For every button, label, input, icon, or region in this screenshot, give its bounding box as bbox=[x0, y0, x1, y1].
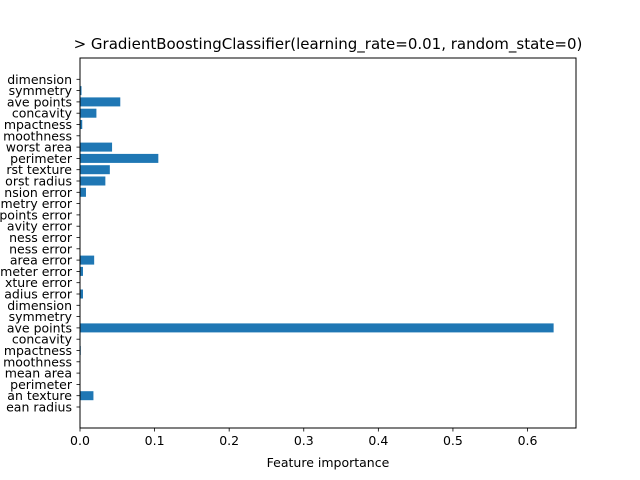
y-tick-label: area error bbox=[10, 253, 73, 268]
bar-worst-radius bbox=[80, 176, 106, 186]
y-tick-label: ave points bbox=[7, 320, 72, 335]
bars-group bbox=[80, 86, 554, 401]
y-tick-label: mpactness bbox=[4, 117, 72, 132]
y-tick-label: ave points bbox=[7, 94, 72, 109]
x-tick-group: 0.0 0.1 0.2 0.3 0.4 0.5 0.6 bbox=[70, 428, 537, 448]
bar-perimeter-error bbox=[80, 266, 83, 276]
bar-worst-concavity bbox=[80, 108, 97, 118]
y-tick-label: concavity bbox=[12, 332, 73, 347]
plot-frame bbox=[79, 57, 577, 429]
y-tick-label: orst radius bbox=[5, 174, 72, 189]
x-tick-label: 0.6 bbox=[518, 433, 538, 448]
bar-worst-concave-points bbox=[80, 97, 121, 107]
x-tick-label: 0.5 bbox=[443, 433, 463, 448]
y-tick-label: ness error bbox=[9, 241, 73, 256]
y-tick-label: mean area bbox=[5, 366, 72, 381]
y-tick-label: moothness bbox=[3, 128, 72, 143]
y-tick-label: mpactness bbox=[4, 343, 72, 358]
x-axis-label: Feature importance bbox=[267, 455, 390, 470]
bar-worst-area bbox=[80, 142, 113, 152]
bar-worst-texture bbox=[80, 165, 110, 175]
y-tick-label: nsion error bbox=[4, 185, 73, 200]
y-tick-label: symmetry bbox=[9, 83, 73, 98]
x-tick-label: 0.4 bbox=[368, 433, 388, 448]
y-tick-label: xture error bbox=[5, 275, 73, 290]
y-tick-label: meter error bbox=[0, 264, 73, 279]
bar-worst-compactness bbox=[80, 120, 83, 129]
y-tick-label: dimension bbox=[7, 298, 72, 313]
bar-mean-texture bbox=[80, 391, 94, 401]
y-tick-label: perimeter bbox=[10, 377, 73, 392]
y-tick-label: rst texture bbox=[6, 162, 72, 177]
y-tick-label: perimeter bbox=[10, 151, 73, 166]
x-tick-label: 0.3 bbox=[294, 433, 314, 448]
y-tick-label: symmetry bbox=[9, 309, 73, 324]
bar-area-error bbox=[80, 255, 95, 265]
bar-worst-symmetry bbox=[80, 86, 82, 96]
y-tick-label: adius error bbox=[4, 287, 73, 302]
y-tick-label: worst area bbox=[6, 140, 72, 155]
y-tick-label: moothness bbox=[3, 354, 72, 369]
y-tick-label: an texture bbox=[7, 388, 72, 403]
y-tick-label: ean radius bbox=[6, 400, 72, 415]
chart-title: > GradientBoostingClassifier(learning_ra… bbox=[74, 35, 583, 54]
y-tick-label: avity error bbox=[7, 219, 73, 234]
y-tick-label: ness error bbox=[9, 230, 73, 245]
x-tick-label: 0.2 bbox=[219, 433, 239, 448]
y-tick-label: concavity bbox=[12, 106, 73, 121]
x-tick-label: 0.1 bbox=[145, 433, 165, 448]
bar-fractal-dimension-error bbox=[80, 187, 86, 197]
bar-radius-error bbox=[80, 289, 83, 299]
bar-mean-concave-points bbox=[80, 323, 554, 333]
y-tick-label: points error bbox=[0, 207, 73, 222]
y-tick-label: metry error bbox=[0, 196, 72, 211]
bar-worst-perimeter bbox=[80, 153, 159, 163]
x-tick-label: 0.0 bbox=[70, 433, 90, 448]
y-tick-label: dimension bbox=[7, 72, 72, 87]
